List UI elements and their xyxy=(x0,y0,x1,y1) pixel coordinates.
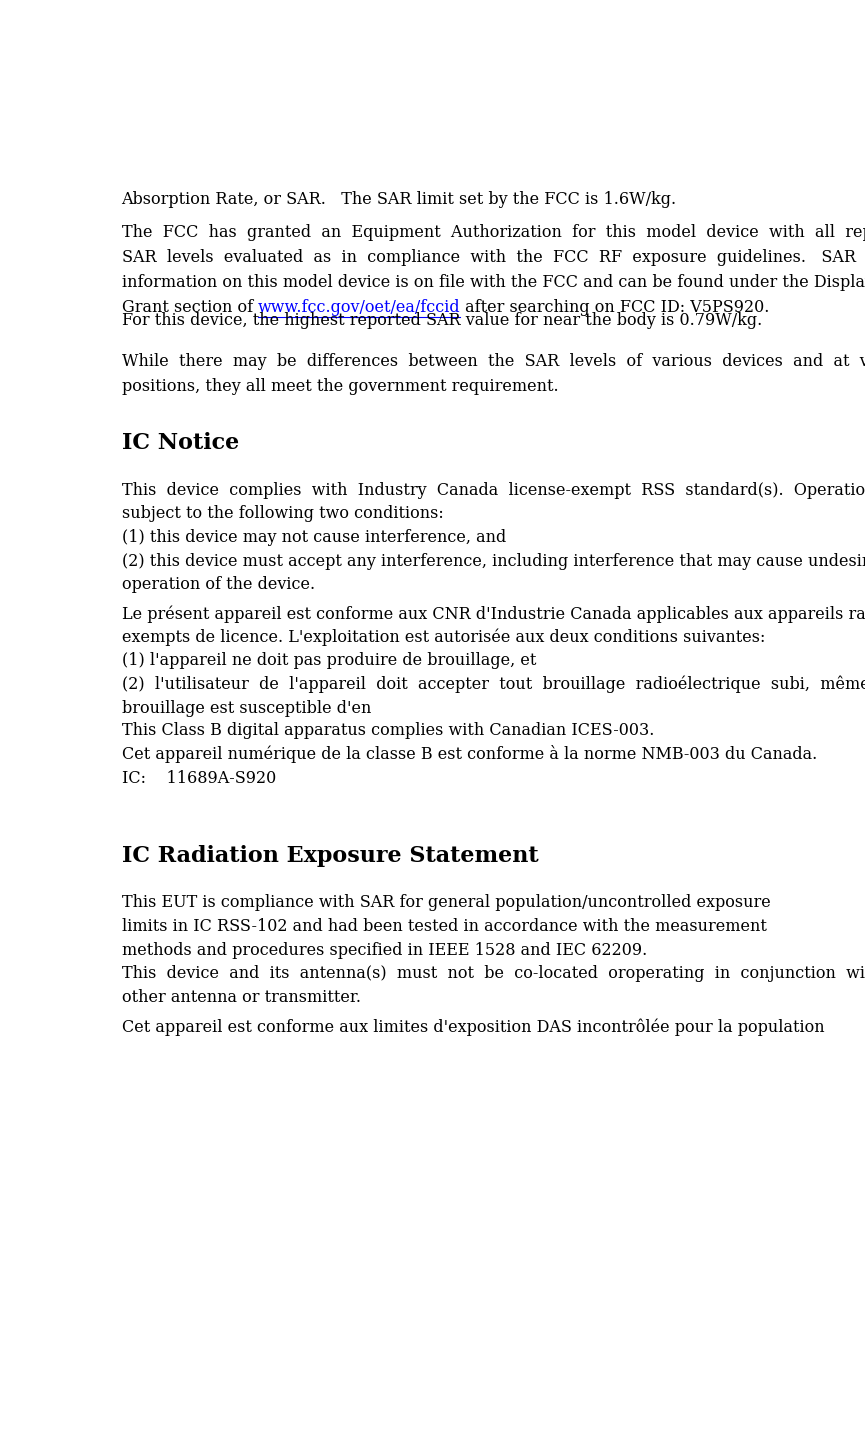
Text: IC Radiation Exposure Statement: IC Radiation Exposure Statement xyxy=(121,845,538,867)
Text: The  FCC  has  granted  an  Equipment  Authorization  for  this  model  device  : The FCC has granted an Equipment Authori… xyxy=(121,224,865,242)
Text: (1) this device may not cause interference, and: (1) this device may not cause interferen… xyxy=(121,529,506,546)
Text: Cet appareil est conforme aux limites d'exposition DAS incontrôlée pour la popul: Cet appareil est conforme aux limites d'… xyxy=(121,1019,824,1036)
Text: IC:    11689A-S920: IC: 11689A-S920 xyxy=(121,770,276,787)
Text: other antenna or transmitter.: other antenna or transmitter. xyxy=(121,989,361,1006)
Text: operation of the device.: operation of the device. xyxy=(121,576,315,593)
Text: limits in IC RSS-102 and had been tested in accordance with the measurement: limits in IC RSS-102 and had been tested… xyxy=(121,917,766,935)
Text: For this device, the highest reported SAR value for near the body is 0.79W/kg.: For this device, the highest reported SA… xyxy=(121,313,762,329)
Text: IC Notice: IC Notice xyxy=(121,432,239,454)
Text: (2)  l'utilisateur  de  l'appareil  doit  accepter  tout  brouillage  radioélect: (2) l'utilisateur de l'appareil doit acc… xyxy=(121,676,865,693)
Text: (2) this device must accept any interference, including interference that may ca: (2) this device must accept any interfer… xyxy=(121,553,865,570)
Text: brouillage est susceptible d'en: brouillage est susceptible d'en xyxy=(121,700,371,716)
Text: This  device  complies  with  Industry  Canada  license-exempt  RSS  standard(s): This device complies with Industry Canad… xyxy=(121,482,865,499)
Text: This  device  and  its  antenna(s)  must  not  be  co-located  oroperating  in  : This device and its antenna(s) must not … xyxy=(121,966,865,982)
Text: (1) l'appareil ne doit pas produire de brouillage, et: (1) l'appareil ne doit pas produire de b… xyxy=(121,652,536,669)
Text: information on this model device is on file with the FCC and can be found under : information on this model device is on f… xyxy=(121,274,865,292)
Text: after searching on FCC ID: V5PS920.: after searching on FCC ID: V5PS920. xyxy=(460,299,770,316)
Text: While  there  may  be  differences  between  the  SAR  levels  of  various  devi: While there may be differences between t… xyxy=(121,353,865,370)
Text: www.fcc.gov/oet/ea/fccid: www.fcc.gov/oet/ea/fccid xyxy=(258,299,460,316)
Text: SAR  levels  evaluated  as  in  compliance  with  the  FCC  RF  exposure  guidel: SAR levels evaluated as in compliance wi… xyxy=(121,249,855,266)
Text: positions, they all meet the government requirement.: positions, they all meet the government … xyxy=(121,377,558,394)
Text: subject to the following two conditions:: subject to the following two conditions: xyxy=(121,506,443,523)
Text: methods and procedures specified in IEEE 1528 and IEC 62209.: methods and procedures specified in IEEE… xyxy=(121,942,647,959)
Text: Grant section of: Grant section of xyxy=(121,299,258,316)
Text: This Class B digital apparatus complies with Canadian ICES-003.: This Class B digital apparatus complies … xyxy=(121,722,654,739)
Text: exempts de licence. L'exploitation est autorisée aux deux conditions suivantes:: exempts de licence. L'exploitation est a… xyxy=(121,629,765,646)
Text: Le présent appareil est conforme aux CNR d'Industrie Canada applicables aux appa: Le présent appareil est conforme aux CNR… xyxy=(121,604,865,623)
Text: Cet appareil numérique de la classe B est conforme à la norme NMB-003 du Canada.: Cet appareil numérique de la classe B es… xyxy=(121,746,817,763)
Text: This EUT is compliance with SAR for general population/uncontrolled exposure: This EUT is compliance with SAR for gene… xyxy=(121,895,771,912)
Text: Absorption Rate, or SAR.   The SAR limit set by the FCC is 1.6W/kg.: Absorption Rate, or SAR. The SAR limit s… xyxy=(121,191,676,209)
